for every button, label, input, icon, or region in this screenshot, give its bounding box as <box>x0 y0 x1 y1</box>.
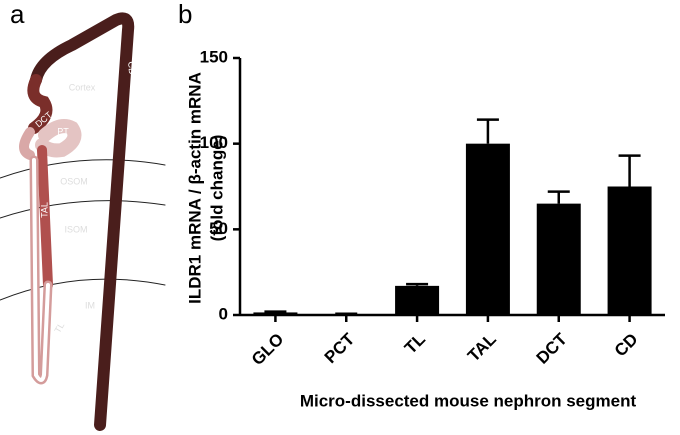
diagram-label: Cortex <box>69 82 96 92</box>
diagram-label: PT <box>57 126 69 136</box>
bar <box>395 285 440 315</box>
y-tick-label: 150 <box>200 47 228 66</box>
diagram-label: TL <box>52 321 66 335</box>
x-tick-label: CD <box>611 330 642 361</box>
x-tick-label: PCT <box>321 329 359 367</box>
error-bar <box>476 118 499 144</box>
error-bar <box>618 154 641 187</box>
x-tick-label: TL <box>401 330 429 358</box>
diagram-label: CD <box>126 61 137 75</box>
diagram-label: TAL <box>39 202 49 218</box>
y-tick-label: 0 <box>219 304 228 323</box>
bar <box>536 203 581 315</box>
y-tick-label: 100 <box>200 133 228 152</box>
diagram-label: IM <box>85 300 95 310</box>
error-bar <box>406 282 429 286</box>
y-axis-label: (fold change) <box>207 135 226 242</box>
x-tick-label: DCT <box>533 329 572 368</box>
bar <box>253 312 298 315</box>
error-bar <box>264 310 287 313</box>
x-tick-label: GLO <box>248 330 287 369</box>
x-axis-label: Micro-dissected mouse nephron segment <box>300 391 637 410</box>
panel-label: b <box>178 0 192 29</box>
nephron-diagram <box>0 12 166 431</box>
error-bar <box>547 190 570 204</box>
panel-label: a <box>10 0 25 29</box>
y-tick-label: 50 <box>209 219 228 238</box>
bar <box>465 143 510 315</box>
bar <box>607 186 652 315</box>
x-tick-label: TAL <box>464 330 500 366</box>
y-axis-label: ILDR1 mRNA / β-actin mRNA <box>185 72 204 304</box>
diagram-label: ISOM <box>64 224 87 234</box>
diagram-label: OSOM <box>60 176 88 186</box>
